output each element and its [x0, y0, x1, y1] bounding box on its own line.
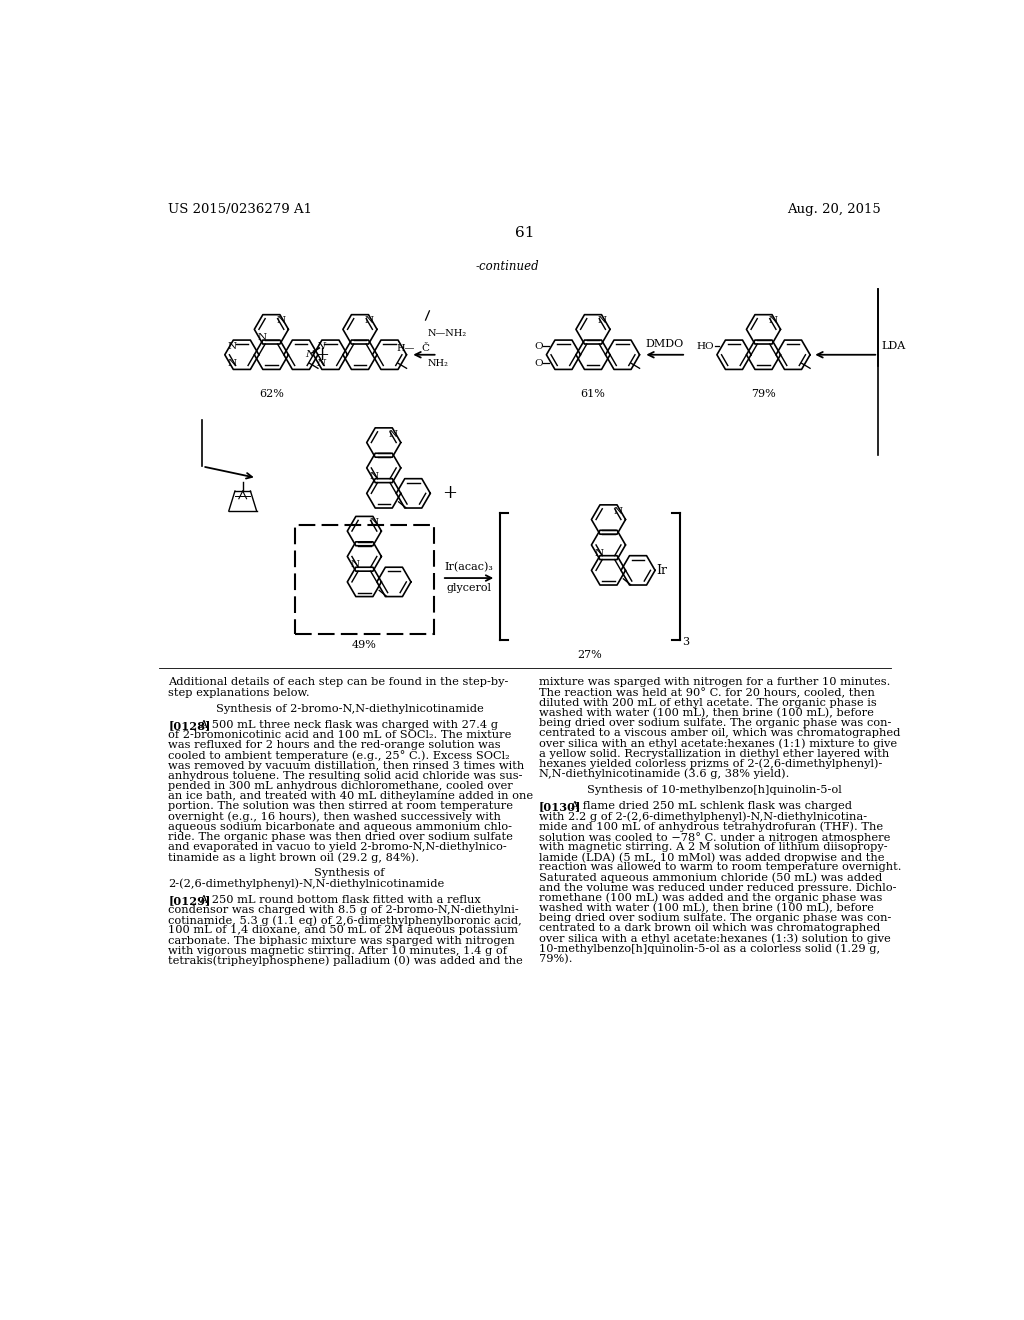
- Text: and evaporated in vacuo to yield 2-bromo-N,N-diethylnico-: and evaporated in vacuo to yield 2-bromo…: [168, 842, 507, 851]
- Text: being dried over sodium sulfate. The organic phase was con-: being dried over sodium sulfate. The org…: [539, 913, 891, 923]
- Text: H—: H—: [396, 345, 415, 352]
- Text: carbonate. The biphasic mixture was sparged with nitrogen: carbonate. The biphasic mixture was spar…: [168, 936, 515, 945]
- Text: mixture was sparged with nitrogen for a further 10 minutes.: mixture was sparged with nitrogen for a …: [539, 677, 890, 688]
- Text: 61%: 61%: [581, 388, 605, 399]
- Text: an ice bath, and treated with 40 mL ditheylamine added in one: an ice bath, and treated with 40 mL dith…: [168, 791, 534, 801]
- Text: overnight (e.g., 16 hours), then washed successively with: overnight (e.g., 16 hours), then washed …: [168, 812, 501, 822]
- Text: A 500 mL three neck flask was charged with 27.4 g: A 500 mL three neck flask was charged wi…: [189, 721, 499, 730]
- Text: hexanes yielded colorless prizms of 2-(2,6-dimethylphenyl)-: hexanes yielded colorless prizms of 2-(2…: [539, 759, 882, 770]
- Text: with 2.2 g of 2-(2,6-dimethylphenyl)-N,N-diethylnicotina-: with 2.2 g of 2-(2,6-dimethylphenyl)-N,N…: [539, 812, 867, 822]
- Text: 61: 61: [515, 226, 535, 240]
- Text: N: N: [768, 317, 777, 325]
- Text: [0128]: [0128]: [168, 721, 211, 731]
- Text: 10-methylbenzo[h]quinolin-5-ol as a colorless solid (1.29 g,: 10-methylbenzo[h]quinolin-5-ol as a colo…: [539, 944, 880, 954]
- Text: HO: HO: [697, 342, 715, 351]
- Text: 79%: 79%: [752, 388, 776, 399]
- Text: LDA: LDA: [882, 341, 905, 351]
- Text: 62%: 62%: [259, 388, 284, 399]
- Text: [0130]: [0130]: [539, 801, 582, 812]
- Text: US 2015/0236279 A1: US 2015/0236279 A1: [168, 203, 312, 216]
- Text: ride. The organic phase was then dried over sodium sulfate: ride. The organic phase was then dried o…: [168, 832, 513, 842]
- Text: over silica with a ethyl acetate:hexanes (1:3) solution to give: over silica with a ethyl acetate:hexanes…: [539, 933, 891, 944]
- Text: a yellow solid. Recrystallization in diethyl ether layered with: a yellow solid. Recrystallization in die…: [539, 748, 889, 759]
- Text: cooled to ambient temperature (e.g., 25° C.). Excess SOCl₂: cooled to ambient temperature (e.g., 25°…: [168, 751, 510, 762]
- Text: The reaction was held at 90° C. for 20 hours, cooled, then: The reaction was held at 90° C. for 20 h…: [539, 688, 874, 698]
- Text: being dried over sodium sulfate. The organic phase was con-: being dried over sodium sulfate. The org…: [539, 718, 891, 729]
- Text: mide and 100 mL of anhydrous tetrahydrofuran (THF). The: mide and 100 mL of anhydrous tetrahydrof…: [539, 822, 883, 833]
- Text: N: N: [598, 317, 607, 325]
- Text: 2-(2,6-dimethylphenyl)-N,N-diethylnicotinamide: 2-(2,6-dimethylphenyl)-N,N-diethylnicoti…: [168, 879, 444, 890]
- Text: of 2-bromonicotinic acid and 100 mL of SOCl₂. The mixture: of 2-bromonicotinic acid and 100 mL of S…: [168, 730, 512, 741]
- Text: N: N: [257, 334, 266, 342]
- Text: cotinamide, 5.3 g (1.1 eq) of 2,6-dimethylphenylboronic acid,: cotinamide, 5.3 g (1.1 eq) of 2,6-dimeth…: [168, 915, 522, 925]
- Text: +: +: [314, 346, 329, 364]
- Text: pended in 300 mL anhydrous dichloromethane, cooled over: pended in 300 mL anhydrous dichlorometha…: [168, 781, 513, 791]
- Text: Ir(acac)₃: Ir(acac)₃: [444, 561, 494, 572]
- Text: anhydrous toluene. The resulting solid acid chloride was sus-: anhydrous toluene. The resulting solid a…: [168, 771, 523, 781]
- Text: 100 mL of 1,4 dioxane, and 50 mL of 2M aqueous potassium: 100 mL of 1,4 dioxane, and 50 mL of 2M a…: [168, 925, 518, 936]
- Text: tetrakis(tripheylphosphene) palladium (0) was added and the: tetrakis(tripheylphosphene) palladium (0…: [168, 956, 523, 966]
- Text: N: N: [316, 359, 326, 368]
- Text: -continued: -continued: [476, 260, 540, 273]
- Text: DMDO: DMDO: [646, 339, 684, 348]
- Text: aqueous sodium bicarbonate and aqueous ammonium chlo-: aqueous sodium bicarbonate and aqueous a…: [168, 822, 512, 832]
- Text: N: N: [228, 359, 237, 368]
- Text: N: N: [370, 473, 379, 480]
- Text: Synthesis of 2-bromo-N,N-diethylnicotinamide: Synthesis of 2-bromo-N,N-diethylnicotina…: [216, 704, 483, 714]
- Text: lamide (LDA) (5 mL, 10 mMol) was added dropwise and the: lamide (LDA) (5 mL, 10 mMol) was added d…: [539, 853, 885, 863]
- Text: [0129]: [0129]: [168, 895, 211, 906]
- Text: N: N: [388, 429, 397, 438]
- Text: Saturated aqueous ammonium chloride (50 mL) was added: Saturated aqueous ammonium chloride (50 …: [539, 873, 882, 883]
- Text: condensor was charged with 8.5 g of 2-bromo-N,N-diethylni-: condensor was charged with 8.5 g of 2-br…: [168, 906, 519, 915]
- Text: 79%).: 79%).: [539, 954, 572, 964]
- Text: O: O: [534, 342, 543, 351]
- Text: N: N: [276, 317, 286, 325]
- Text: A flame dried 250 mL schlenk flask was charged: A flame dried 250 mL schlenk flask was c…: [560, 801, 852, 812]
- Text: A 250 mL round bottom flask fitted with a reflux: A 250 mL round bottom flask fitted with …: [189, 895, 481, 906]
- Text: N,N-diethylnicotinamide (3.6 g, 38% yield).: N,N-diethylnicotinamide (3.6 g, 38% yiel…: [539, 768, 790, 779]
- Text: O: O: [534, 359, 543, 368]
- Bar: [295, 525, 434, 635]
- Text: reaction was allowed to warm to room temperature overnight.: reaction was allowed to warm to room tem…: [539, 862, 901, 873]
- Text: N: N: [305, 350, 314, 359]
- Text: romethane (100 mL) was added and the organic phase was: romethane (100 mL) was added and the org…: [539, 892, 882, 903]
- Text: Č: Č: [422, 345, 429, 352]
- Text: Additional details of each step can be found in the step-by-: Additional details of each step can be f…: [168, 677, 509, 688]
- Text: glycerol: glycerol: [446, 582, 492, 593]
- Text: portion. The solution was then stirred at room temperature: portion. The solution was then stirred a…: [168, 801, 513, 812]
- Text: step explanations below.: step explanations below.: [168, 688, 310, 697]
- Text: N: N: [365, 317, 374, 325]
- Text: centrated to a viscous amber oil, which was chromatographed: centrated to a viscous amber oil, which …: [539, 729, 900, 738]
- Text: N: N: [370, 519, 378, 527]
- Text: N: N: [228, 342, 237, 351]
- Text: Synthesis of 10-methylbenzo[h]quinolin-5-ol: Synthesis of 10-methylbenzo[h]quinolin-5…: [588, 785, 842, 795]
- Text: tinamide as a light brown oil (29.2 g, 84%).: tinamide as a light brown oil (29.2 g, 8…: [168, 853, 420, 863]
- Text: +: +: [442, 484, 457, 503]
- Text: 3: 3: [682, 636, 689, 647]
- Text: diluted with 200 mL of ethyl acetate. The organic phase is: diluted with 200 mL of ethyl acetate. Th…: [539, 698, 877, 708]
- Text: centrated to a dark brown oil which was chromatographed: centrated to a dark brown oil which was …: [539, 924, 880, 933]
- Text: Synthesis of: Synthesis of: [314, 869, 385, 879]
- Text: N: N: [350, 561, 359, 569]
- Text: and the volume was reduced under reduced pressure. Dichlo-: and the volume was reduced under reduced…: [539, 883, 896, 892]
- Text: solution was cooled to −78° C. under a nitrogen atmosphere: solution was cooled to −78° C. under a n…: [539, 832, 890, 842]
- Text: 27%: 27%: [578, 649, 602, 660]
- Text: Aug. 20, 2015: Aug. 20, 2015: [787, 203, 882, 216]
- Text: washed with water (100 mL), then brine (100 mL), before: washed with water (100 mL), then brine (…: [539, 708, 873, 718]
- Text: was removed by vacuum distillation, then rinsed 3 times with: was removed by vacuum distillation, then…: [168, 760, 524, 771]
- Text: 49%: 49%: [352, 640, 377, 649]
- Text: N—NH₂: N—NH₂: [428, 329, 467, 338]
- Text: with magnetic stirring. A 2 M solution of lithium diisopropy-: with magnetic stirring. A 2 M solution o…: [539, 842, 888, 851]
- Text: was refluxed for 2 hours and the red-orange solution was: was refluxed for 2 hours and the red-ora…: [168, 741, 501, 750]
- Text: over silica with an ethyl acetate:hexanes (1:1) mixture to give: over silica with an ethyl acetate:hexane…: [539, 738, 897, 748]
- Text: washed with water (100 mL), then brine (100 mL), before: washed with water (100 mL), then brine (…: [539, 903, 873, 913]
- Text: N: N: [316, 342, 326, 351]
- Text: with vigorous magnetic stirring. After 10 minutes, 1.4 g of: with vigorous magnetic stirring. After 1…: [168, 945, 507, 956]
- Text: Ir: Ir: [656, 564, 668, 577]
- Text: N: N: [613, 507, 623, 516]
- Text: NH₂: NH₂: [428, 359, 449, 368]
- Text: N: N: [595, 549, 604, 558]
